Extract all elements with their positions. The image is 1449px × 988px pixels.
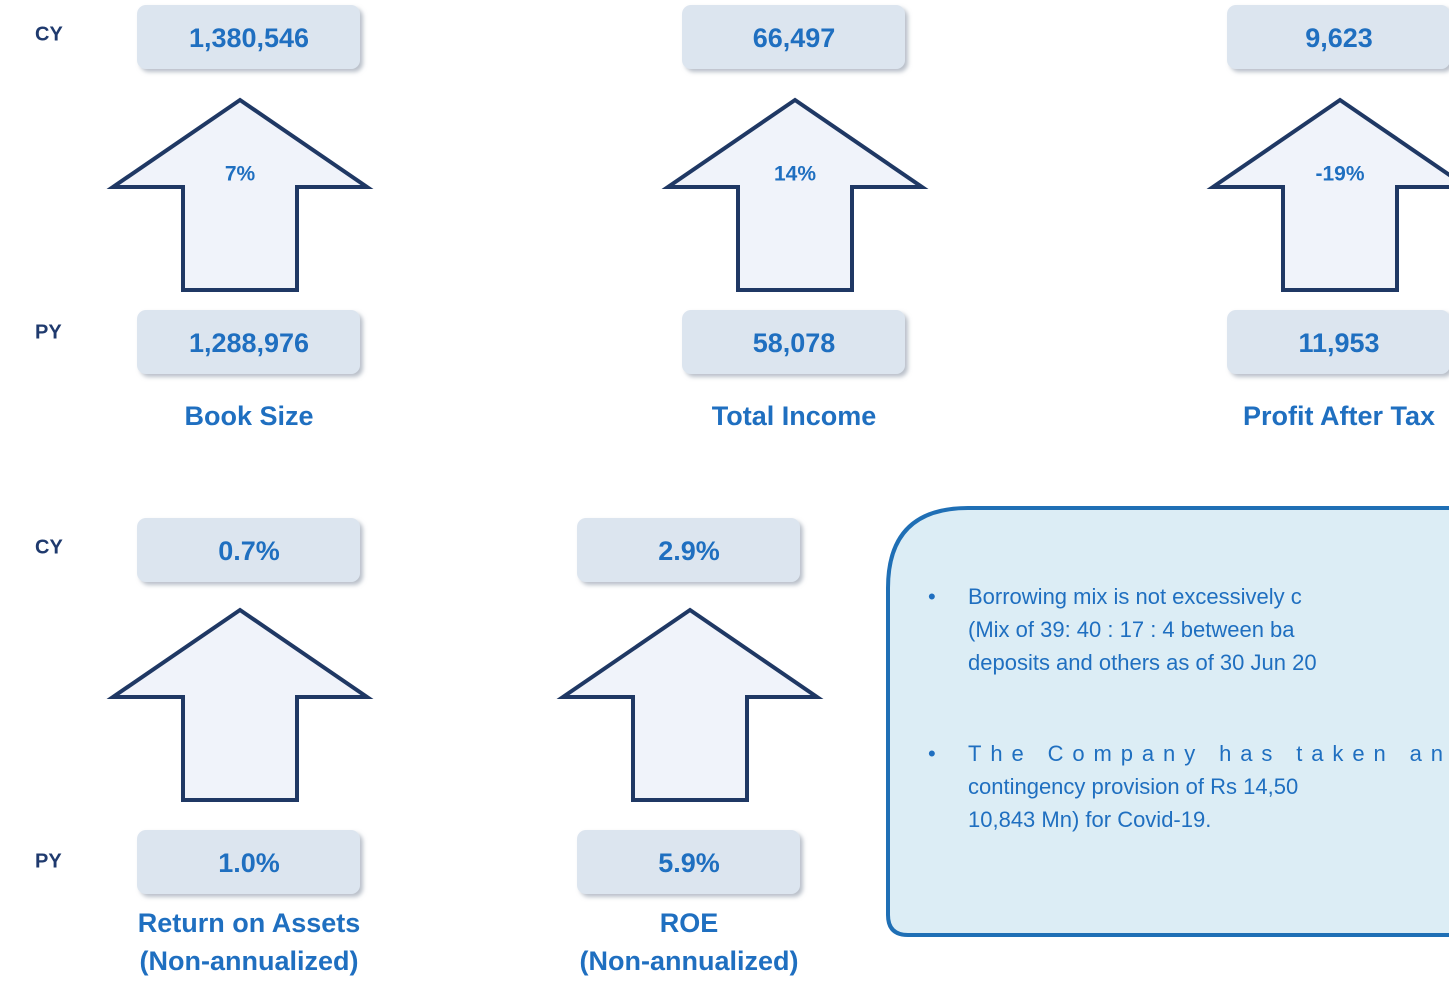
value-box xyxy=(1227,310,1449,374)
note-box xyxy=(886,506,1449,937)
py-label: PY xyxy=(35,850,62,872)
value-box xyxy=(577,830,800,894)
arrow xyxy=(106,97,374,292)
metric-label: Book Size xyxy=(184,401,313,431)
arrow xyxy=(556,607,824,802)
change: 14% xyxy=(774,163,816,186)
value-box xyxy=(137,5,360,69)
value: 1.0% xyxy=(218,848,280,878)
value: 66,497 xyxy=(753,23,836,53)
value: 0.7% xyxy=(218,536,280,566)
value: 9,623 xyxy=(1305,23,1373,53)
value-box xyxy=(682,310,905,374)
note-line: deposits and others as of 30 Jun 20 xyxy=(968,650,1317,675)
metric-label: (Non-annualized) xyxy=(140,946,359,976)
value: 58,078 xyxy=(753,328,836,358)
metric-label: Return on Assets xyxy=(138,908,361,938)
value: 1,380,546 xyxy=(189,23,309,53)
value: 2.9% xyxy=(658,536,720,566)
note-line: Borrowing mix is not excessively c xyxy=(968,584,1302,609)
note-line: (Mix of 39: 40 : 17 : 4 between ba xyxy=(968,617,1295,642)
arrow xyxy=(106,607,374,802)
value: 11,953 xyxy=(1298,328,1379,358)
bullet: • xyxy=(928,741,936,766)
value: 5.9% xyxy=(658,848,720,878)
arrow xyxy=(1206,97,1449,292)
value-box xyxy=(1227,5,1449,69)
cy-label: CY xyxy=(35,536,63,558)
cy-label: CY xyxy=(35,23,63,45)
value-box xyxy=(577,518,800,582)
metric-label: ROE xyxy=(660,908,719,938)
py-label: PY xyxy=(35,321,62,343)
metric-label: Profit After Tax xyxy=(1243,401,1435,431)
note-line: contingency provision of Rs 14,50 xyxy=(968,774,1298,799)
arrow xyxy=(661,97,929,292)
metric-label: (Non-annualized) xyxy=(580,946,799,976)
value-box xyxy=(137,518,360,582)
note-line: 10,843 Mn) for Covid-19. xyxy=(968,807,1211,832)
change: 7% xyxy=(225,163,256,186)
value-box xyxy=(137,310,360,374)
note-line: The Company has taken an xyxy=(968,741,1443,766)
value-box xyxy=(682,5,905,69)
bullet: • xyxy=(928,584,936,609)
value-box xyxy=(137,830,360,894)
value: 1,288,976 xyxy=(189,328,309,358)
change: -19% xyxy=(1315,163,1364,186)
metric-label: Total Income xyxy=(712,401,877,431)
